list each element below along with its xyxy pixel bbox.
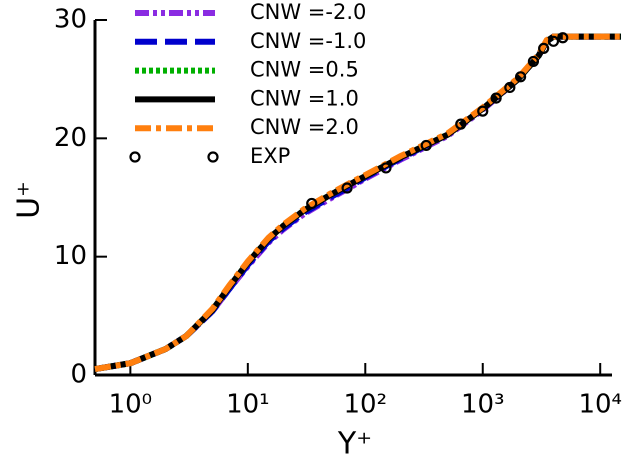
x-tick-label: 10⁰ — [109, 390, 153, 420]
exp-point — [455, 118, 467, 130]
y-tick-label: 20 — [54, 123, 87, 153]
exp-point — [514, 71, 527, 83]
exp-point — [557, 32, 569, 44]
legend-label: EXP — [250, 144, 290, 168]
exp-point — [306, 197, 318, 210]
exp-point — [490, 92, 502, 104]
series-line — [94, 33, 621, 373]
exp-point — [504, 81, 516, 94]
legend-marker — [207, 151, 219, 163]
exp-point — [527, 55, 540, 68]
x-axis-label: Y⁺ — [337, 427, 372, 462]
x-tick-label: 10² — [344, 390, 388, 420]
exp-point — [380, 162, 392, 174]
legend-label: CNW =-1.0 — [250, 29, 366, 53]
x-tick-label: 10³ — [461, 390, 505, 420]
legend-marker — [129, 151, 141, 163]
legend-label: CNW =-2.0 — [250, 0, 366, 24]
x-tick-label: 10¹ — [226, 390, 270, 420]
y-tick-label: 30 — [54, 5, 87, 35]
exp-point — [477, 105, 489, 117]
legend-label: CNW =1.0 — [250, 86, 359, 110]
legend-label: CNW =0.5 — [250, 58, 359, 82]
y-tick-label: 10 — [54, 241, 87, 271]
exp-point — [341, 182, 353, 194]
x-tick-label: 10⁴ — [578, 390, 622, 420]
y-tick-label: 0 — [70, 360, 87, 390]
exp-point — [420, 139, 432, 152]
exp-point — [538, 42, 550, 55]
y-axis-label: U⁺ — [12, 181, 47, 219]
legend-label: CNW =2.0 — [250, 115, 359, 139]
exp-point — [547, 35, 560, 47]
